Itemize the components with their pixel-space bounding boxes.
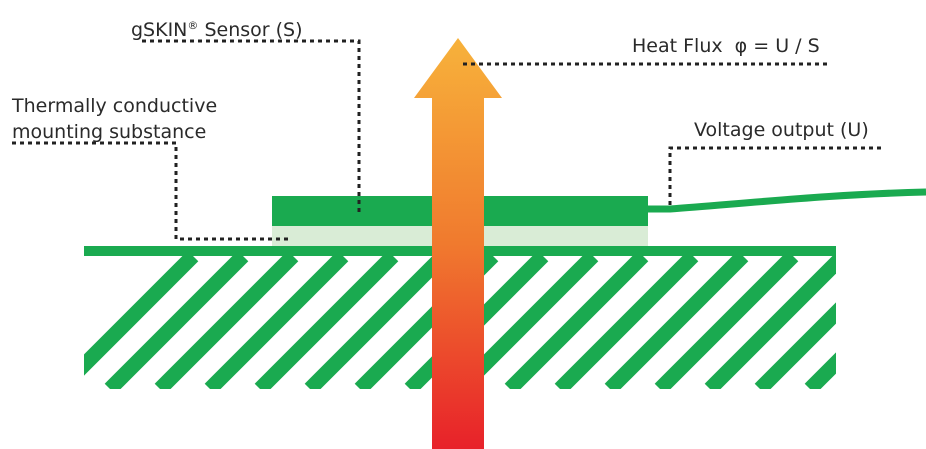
registered-mark: ® bbox=[187, 19, 199, 32]
heat-flux-label: Heat Flux φ = U / S bbox=[632, 35, 820, 57]
hatch-line bbox=[154, 256, 299, 389]
sensor-label: gSKIN® Sensor (S) bbox=[131, 14, 303, 42]
leader-voltage bbox=[668, 146, 884, 205]
mounting-substance-label: Thermally conductive mounting substance bbox=[12, 93, 252, 145]
hatch-line bbox=[604, 256, 749, 389]
hatch-line bbox=[554, 256, 699, 389]
hatch-line bbox=[84, 256, 199, 376]
hatch-line bbox=[860, 256, 926, 389]
substrate-hatching bbox=[84, 256, 926, 389]
hatch-line bbox=[654, 256, 799, 389]
mounting-label-line-1: Thermally conductive bbox=[12, 95, 218, 117]
hatch-line bbox=[804, 352, 836, 389]
voltage-output-label: Voltage output (U) bbox=[694, 119, 869, 141]
heat-flux-arrow bbox=[414, 38, 502, 449]
sensor-label-suffix: Sensor (S) bbox=[198, 19, 303, 41]
leader-mounting bbox=[12, 141, 292, 241]
mounting-label-line-2: mounting substance bbox=[12, 121, 207, 143]
hatch-line bbox=[254, 256, 399, 389]
sensor-cable bbox=[646, 188, 926, 213]
hatch-line bbox=[704, 256, 836, 389]
hatch-line bbox=[754, 302, 836, 389]
hatch-line bbox=[204, 256, 349, 389]
hatch-line bbox=[104, 256, 249, 389]
hatch-line bbox=[504, 256, 649, 389]
leader-sensor bbox=[142, 39, 361, 213]
sensor-label-prefix: gSKIN bbox=[131, 19, 188, 41]
substrate-block bbox=[84, 246, 926, 389]
hatch-line bbox=[304, 256, 449, 389]
